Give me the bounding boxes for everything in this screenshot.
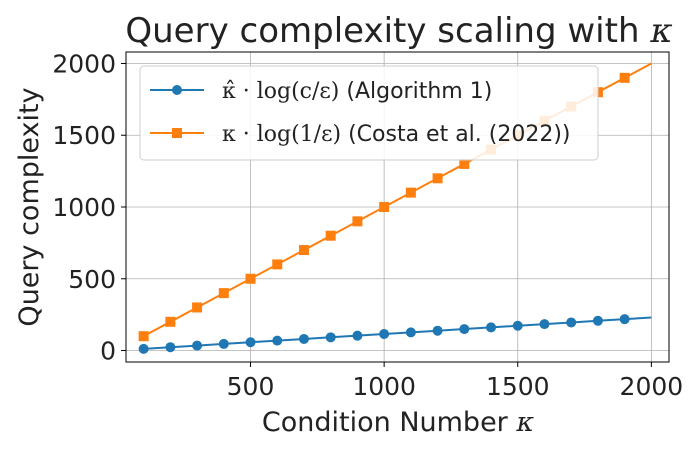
legend-marker-costa <box>172 128 182 138</box>
data-point <box>245 273 256 284</box>
legend-box <box>139 65 599 161</box>
y-tick-label: 2000 <box>52 49 116 78</box>
data-point <box>405 187 416 198</box>
y-tick-label: 500 <box>68 265 116 294</box>
data-point <box>165 342 176 353</box>
ticks: 500 1000 1500 2000 0 500 1000 1500 2000 <box>52 49 683 401</box>
chart-title: Query complexity scaling with κ <box>125 11 672 51</box>
legend-marker-algorithm1 <box>172 85 182 95</box>
data-point <box>619 72 630 83</box>
data-point <box>298 333 309 344</box>
data-point <box>459 324 470 335</box>
data-point <box>272 335 283 346</box>
data-point <box>539 319 550 330</box>
data-point <box>245 337 256 348</box>
y-axis-label: Query complexity <box>14 87 45 326</box>
y-tick-label: 0 <box>100 337 116 366</box>
x-axis-label: Condition Number κ <box>262 407 534 438</box>
data-point <box>352 216 363 227</box>
data-point <box>592 315 603 326</box>
data-point <box>325 332 336 343</box>
data-point <box>566 317 577 328</box>
data-point <box>432 173 443 184</box>
legend-label-costa: κ · log(1/ε) (Costa et al. (2022)) <box>222 122 571 147</box>
y-tick-label: 1500 <box>52 121 116 150</box>
data-point <box>218 338 229 349</box>
data-point <box>325 230 336 241</box>
series-1 <box>138 314 652 354</box>
x-tick-label: 500 <box>227 372 275 401</box>
data-point <box>352 330 363 341</box>
data-point <box>272 259 283 270</box>
data-point <box>486 322 497 333</box>
data-point <box>298 245 309 256</box>
data-point <box>459 158 470 169</box>
data-point <box>165 316 176 327</box>
data-point <box>405 327 416 338</box>
legend: κ̂ · log(c/ε) (Algorithm 1) κ · log(1/ε)… <box>139 65 599 161</box>
data-point <box>432 325 443 336</box>
data-point <box>379 202 390 212</box>
data-point <box>218 288 229 299</box>
data-point <box>138 343 149 354</box>
series-layer <box>138 62 652 354</box>
data-point <box>619 314 630 325</box>
x-tick-label: 2000 <box>620 372 684 401</box>
x-tick-label: 1000 <box>352 372 416 401</box>
data-point <box>512 320 523 331</box>
data-point <box>192 340 203 351</box>
data-point <box>379 329 390 340</box>
data-point <box>192 302 203 313</box>
data-point <box>138 331 149 342</box>
x-tick-label: 1500 <box>486 372 550 401</box>
legend-label-algorithm1: κ̂ · log(c/ε) (Algorithm 1) <box>222 79 492 104</box>
y-tick-label: 1000 <box>52 193 116 222</box>
